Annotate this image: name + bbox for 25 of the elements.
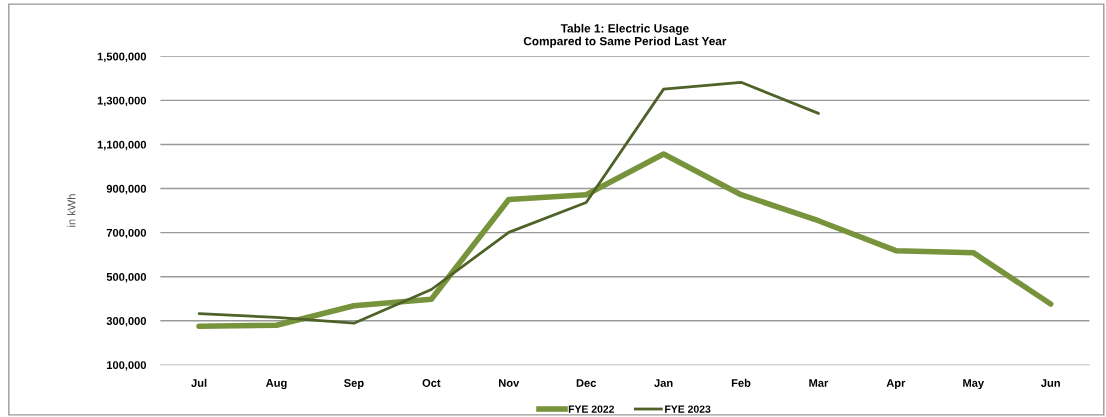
y-tick-label: 700,000 bbox=[106, 228, 147, 239]
x-tick-label: May bbox=[963, 379, 985, 390]
x-tick-label: Feb bbox=[731, 378, 751, 387]
y-tick-label: 900,000 bbox=[106, 184, 147, 195]
x-tick-label: Oct bbox=[422, 379, 441, 387]
x-tick-label: Jul bbox=[191, 378, 207, 387]
y-tick-label: 1,100,000 bbox=[97, 140, 147, 151]
x-tick-label: Jun bbox=[1040, 379, 1060, 387]
y-tick-label: 1,300,000 bbox=[97, 96, 147, 107]
x-tick-label: Apr bbox=[886, 379, 906, 390]
x-tick-label: Nov bbox=[499, 379, 520, 387]
line-series bbox=[197, 80, 820, 325]
chart-title: Table 1: Electric Usage Compared to Same Period Last Year bbox=[523, 23, 727, 48]
legend-label: FYE 2022 bbox=[568, 405, 615, 413]
y-tick-label: 100,000 bbox=[107, 361, 147, 371]
legend-label: FYE 2023 bbox=[665, 405, 711, 413]
x-tick-label: Dec bbox=[576, 379, 597, 387]
y-axis-title: in kWh bbox=[67, 194, 76, 227]
x-tick-label: Aug bbox=[265, 379, 287, 390]
x-tick-label: Mar bbox=[809, 379, 829, 387]
y-tick-label: 300,000 bbox=[106, 317, 147, 327]
x-tick-label: Sep bbox=[344, 379, 364, 390]
y-tick-label: 1,500,000 bbox=[97, 52, 147, 63]
x-tick-label: Jan bbox=[654, 379, 673, 387]
y-tick-label: 500,000 bbox=[106, 272, 147, 283]
